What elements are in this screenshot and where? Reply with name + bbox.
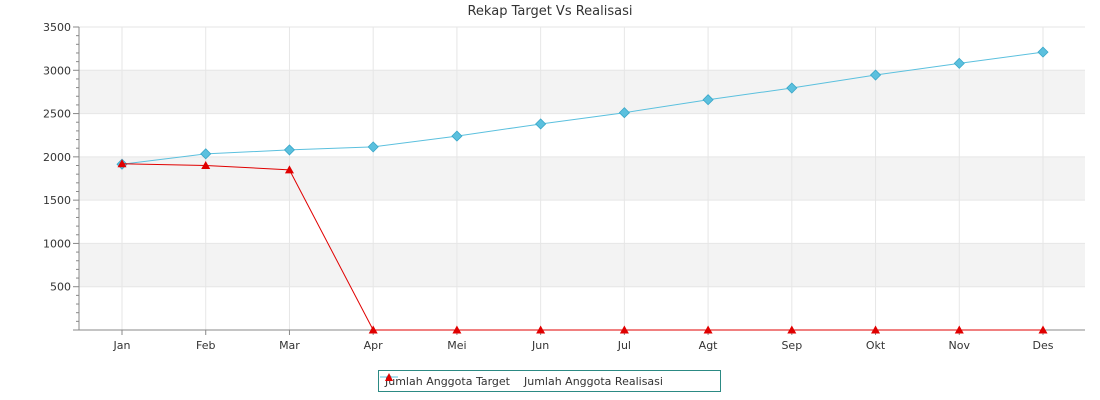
data-point-realisasi (871, 325, 881, 334)
data-point-target (869, 69, 882, 81)
grid-band (79, 156, 1085, 201)
x-tick-label: Jul (617, 339, 631, 352)
data-point-target (367, 141, 379, 153)
data-point-target (451, 130, 463, 142)
legend-item-target[interactable]: Jumlah Anggota Target (380, 374, 510, 388)
x-tick-label: Sep (781, 339, 802, 352)
x-tick-label: Des (1033, 339, 1054, 352)
data-point-realisasi (1038, 325, 1048, 334)
x-tick-label: Agt (699, 339, 719, 352)
data-point-realisasi (284, 165, 294, 174)
legend: Jumlah Anggota Target Jumlah Anggota Rea… (378, 370, 721, 392)
data-point-realisasi (787, 325, 797, 334)
x-tick-label: Mar (279, 339, 300, 352)
y-tick-label: 1500 (43, 194, 71, 207)
data-point-target (283, 144, 296, 156)
y-tick-label: 500 (50, 281, 71, 294)
chart-title: Rekap Target Vs Realisasi (467, 4, 633, 19)
data-point-target (1037, 46, 1049, 58)
legend-label-target: Jumlah Anggota Target (385, 374, 510, 388)
series-line-1 (121, 163, 1043, 331)
x-tick-label: Okt (866, 339, 886, 352)
x-tick-label: Feb (196, 339, 215, 352)
data-point-target (200, 148, 212, 160)
data-point-realisasi (619, 325, 629, 334)
data-point-realisasi (703, 325, 713, 334)
legend-swatch-realisasi (385, 373, 393, 381)
x-tick-label: Jan (113, 339, 131, 352)
x-tick-label: Jun (531, 339, 549, 352)
data-point-realisasi (536, 325, 546, 334)
series-line-0 (121, 51, 1044, 165)
data-point-target (953, 57, 965, 69)
data-point-target (702, 94, 714, 106)
data-point-target (618, 107, 630, 119)
x-tick-label: Mei (447, 339, 466, 352)
legend-item-realisasi[interactable]: Jumlah Anggota Realisasi (385, 373, 663, 388)
y-tick-label: 2000 (43, 151, 71, 164)
y-tick-label: 1000 (43, 237, 71, 250)
data-point-target (535, 118, 547, 130)
grid-band (79, 243, 1085, 287)
y-tick-label: 2500 (43, 108, 71, 121)
y-tick-label: 3000 (43, 64, 71, 77)
data-point-realisasi (117, 159, 127, 168)
y-tick-label: 3500 (43, 21, 71, 34)
legend-label-realisasi: Jumlah Anggota Realisasi (523, 374, 663, 388)
data-point-realisasi (368, 325, 378, 334)
grid-band (79, 70, 1085, 114)
data-point-realisasi (954, 325, 964, 334)
x-tick-label: Nov (949, 339, 971, 352)
data-point-target (786, 82, 798, 94)
data-point-realisasi (201, 161, 211, 170)
data-point-realisasi (452, 325, 462, 334)
x-tick-label: Apr (364, 339, 384, 352)
